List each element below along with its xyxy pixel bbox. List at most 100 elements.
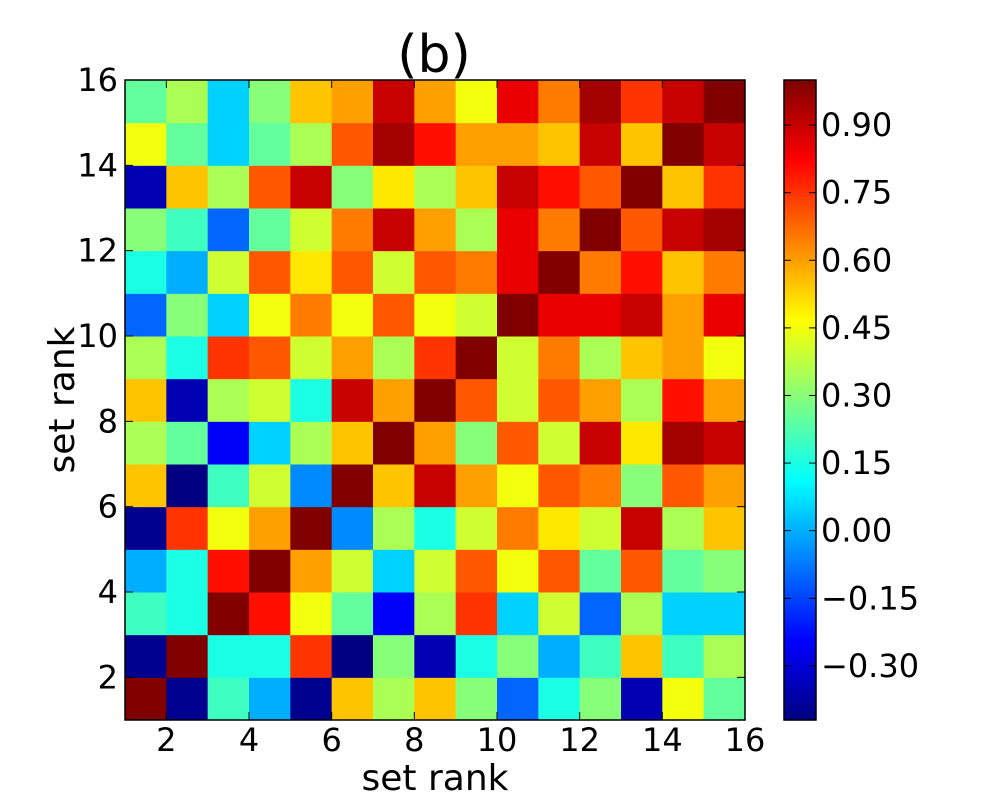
colorbar-segment [784, 632, 816, 637]
heatmap-cell [166, 250, 209, 294]
y-tick-label: 4 [98, 573, 118, 611]
heatmap-cell [290, 592, 333, 636]
heatmap-cell [455, 208, 498, 252]
heatmap-cell [621, 506, 663, 550]
y-tick-label: 12 [77, 232, 118, 270]
heatmap-cell [579, 165, 622, 209]
colorbar-segment [784, 300, 816, 305]
x-axis-title: set rank [362, 758, 509, 799]
heatmap-cell [166, 293, 209, 337]
heatmap-cell [166, 378, 209, 422]
heatmap-cell [331, 165, 374, 209]
heatmap-cell [703, 677, 746, 721]
x-tick-label: 14 [642, 721, 683, 759]
heatmap-cell [125, 506, 167, 550]
heatmap-cell [579, 208, 622, 252]
colorbar-segment [784, 516, 816, 521]
heatmap-cell [455, 634, 498, 678]
colorbar-segment [784, 116, 816, 121]
heatmap-cell [373, 122, 415, 166]
heatmap-cell [207, 506, 250, 550]
colorbar-segment [784, 80, 816, 85]
heatmap-cell [207, 80, 250, 124]
heatmap-cell [662, 464, 705, 508]
colorbar-segment [784, 224, 816, 229]
heatmap-cell [579, 293, 622, 337]
heatmap-cell [414, 592, 457, 636]
heatmap-cell [579, 592, 622, 636]
heatmap-cell [703, 336, 746, 380]
colorbar-segment [784, 684, 816, 689]
heatmap-cell [662, 549, 705, 593]
colorbar-segment [784, 100, 816, 105]
colorbar-segment [784, 660, 816, 665]
heatmap-cell [290, 293, 333, 337]
heatmap-cell [290, 122, 333, 166]
heatmap-cell [621, 165, 663, 209]
heatmap-cell [207, 293, 250, 337]
heatmap-cell [125, 677, 167, 721]
colorbar-segment [784, 260, 816, 265]
colorbar-segment [784, 304, 816, 309]
colorbar-tick-label: 0.15 [821, 444, 892, 482]
colorbar-segment [784, 296, 816, 301]
heatmap-cell [373, 634, 415, 678]
colorbar-segment [784, 692, 816, 697]
heatmap-cell [414, 421, 457, 465]
colorbar-segment [784, 352, 816, 357]
colorbar-segment [784, 88, 816, 93]
colorbar-segment [784, 208, 816, 213]
heatmap-cell [249, 592, 291, 636]
heatmap-cell [207, 165, 250, 209]
colorbar-segment [784, 344, 816, 349]
heatmap-cell [373, 250, 415, 294]
heatmap-cell [538, 250, 581, 294]
heatmap-cell [703, 293, 746, 337]
heatmap-cell [662, 421, 705, 465]
heatmap-cell [166, 208, 209, 252]
heatmap-cell [455, 165, 498, 209]
heatmap-cell [125, 208, 167, 252]
colorbar-segment [784, 192, 816, 197]
colorbar-segment [784, 128, 816, 133]
colorbar-segment [784, 536, 816, 541]
x-axis: 2 4 6 8 10 12 14 16 [156, 80, 765, 759]
colorbar-segment [784, 184, 816, 189]
colorbar-segment [784, 600, 816, 605]
heatmap-cell [331, 464, 374, 508]
heatmap-cell [166, 464, 209, 508]
heatmap-cell [621, 336, 663, 380]
x-tick-label: 8 [404, 721, 424, 759]
heatmap-cell [703, 592, 746, 636]
colorbar-tick-label: 0.30 [821, 376, 892, 414]
heatmap-cell [249, 293, 291, 337]
colorbar-segment [784, 524, 816, 529]
colorbar-segment [784, 676, 816, 681]
heatmap-cell [331, 634, 374, 678]
heatmap-cell [331, 378, 374, 422]
heatmap-cell [331, 208, 374, 252]
heatmap-cell [166, 634, 209, 678]
colorbar-segment [784, 148, 816, 153]
heatmap-cell [703, 80, 746, 124]
heatmap-cell [662, 378, 705, 422]
heatmap-cell [249, 336, 291, 380]
colorbar-segment [784, 664, 816, 669]
y-tick-label: 14 [77, 146, 118, 184]
heatmap-cell [455, 80, 498, 124]
heatmap-cell [455, 592, 498, 636]
x-tick-label: 16 [725, 721, 766, 759]
colorbar-segment [784, 156, 816, 161]
colorbar-segment [784, 500, 816, 505]
colorbar-tick-label: −0.30 [821, 647, 919, 685]
heatmap-cell [249, 506, 291, 550]
heatmap-cell [662, 336, 705, 380]
colorbar-segment [784, 532, 816, 537]
heatmap-cell [166, 80, 209, 124]
heatmap-cell [662, 122, 705, 166]
colorbar-segment [784, 648, 816, 653]
colorbar-segment [784, 432, 816, 437]
heatmap-cell [455, 378, 498, 422]
colorbar-segment [784, 696, 816, 701]
colorbar-segment [784, 188, 816, 193]
